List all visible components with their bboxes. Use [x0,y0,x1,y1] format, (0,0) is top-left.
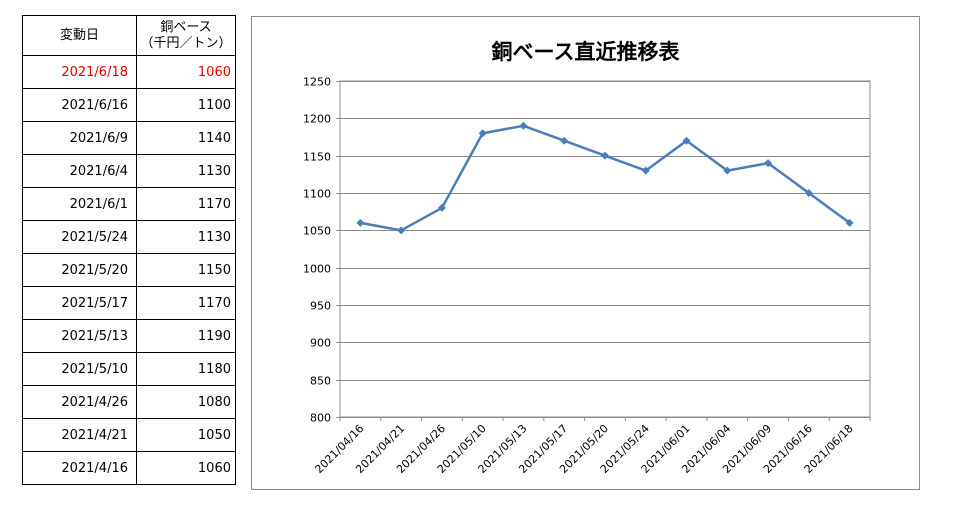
chart-panel: 銅ベース直近推移表 800 850 900 950 1000 1050 1100 1150 12… [251,16,920,490]
row-price: 1170 [136,187,236,221]
row-date: 2021/4/16 [22,451,137,485]
row-date: 2021/6/9 [22,121,137,155]
table-row: 2021/5/17 1170 [22,286,236,320]
row-date: 2021/5/20 [22,253,137,287]
y-tick-label: 1150 [303,151,331,164]
table-row: 2021/4/26 1080 [22,385,236,419]
data-point [723,166,732,175]
table-row: 2021/5/24 1130 [22,220,236,254]
table-row: 2021/6/4 1130 [22,154,236,188]
table-row: 2021/6/16 1100 [22,88,236,122]
y-tick-label: 850 [310,375,331,388]
row-date: 2021/5/24 [22,220,137,254]
header-date: 変動日 [22,15,137,56]
table-row: 2021/6/9 1140 [22,121,236,155]
plot-area [339,80,871,418]
line-chart: 8008509009501000105011001150120012502021… [303,76,871,476]
y-tick-label: 1200 [303,113,331,126]
y-tick-label: 1000 [303,263,331,276]
row-date: 2021/6/1 [22,187,137,221]
data-point [764,159,773,168]
y-tick-label: 1050 [303,225,331,238]
row-price: 1080 [136,385,236,419]
data-point [356,218,365,227]
data-point [682,136,691,145]
row-price: 1060 [136,55,236,89]
row-date: 2021/4/21 [22,418,137,452]
row-price: 1150 [136,253,236,287]
table-row: 2021/5/20 1150 [22,253,236,287]
table-row: 2021/5/13 1190 [22,319,236,353]
data-point [641,166,650,175]
header-price-unit: （千円／トン） [140,35,232,51]
row-price: 1140 [136,121,236,155]
row-date: 2021/5/10 [22,352,137,386]
data-point [560,136,569,145]
row-date: 2021/6/16 [22,88,137,122]
row-price: 1100 [136,88,236,122]
row-price: 1130 [136,220,236,254]
data-point [397,226,406,235]
y-tick-label: 1250 [303,76,331,89]
data-point [437,203,446,212]
data-point [845,218,854,227]
row-date: 2021/5/17 [22,286,137,320]
table-body: 2021/6/18 1060 2021/6/16 1100 2021/6/9 1140 20… [22,55,236,485]
row-date: 2021/4/26 [22,385,137,419]
y-tick-label: 800 [310,412,331,425]
row-price: 1050 [136,418,236,452]
table-row: 2021/4/16 1060 [22,451,236,485]
table-row: 2021/5/10 1180 [22,352,236,386]
header-price: 銅ベース （千円／トン） [136,15,236,56]
table-row: 2021/4/21 1050 [22,418,236,452]
table-header-row: 変動日 銅ベース （千円／トン） [22,15,236,56]
row-date: 2021/6/4 [22,154,137,188]
y-tick-label: 950 [310,300,331,313]
row-price: 1190 [136,319,236,353]
table-row: 2021/6/18 1060 [22,55,236,89]
series-line [360,124,851,232]
row-date: 2021/5/13 [22,319,137,353]
data-point [519,121,528,130]
data-point [804,189,813,197]
row-date: 2021/6/18 [22,55,137,89]
row-price: 1170 [136,286,236,320]
table-row: 2021/6/1 1170 [22,187,236,221]
header-price-label: 銅ベース [160,19,212,35]
row-price: 1060 [136,451,236,485]
price-table: 変動日 銅ベース （千円／トン） 2021/6/18 1060 2021/6/16 1… [22,15,236,485]
row-price: 1180 [136,352,236,386]
data-point [478,129,487,138]
row-price: 1130 [136,154,236,188]
data-point [601,151,609,160]
y-tick-label: 1100 [303,188,331,201]
y-tick-label: 900 [310,337,331,350]
chart-title: 銅ベース直近推移表 [491,40,680,64]
